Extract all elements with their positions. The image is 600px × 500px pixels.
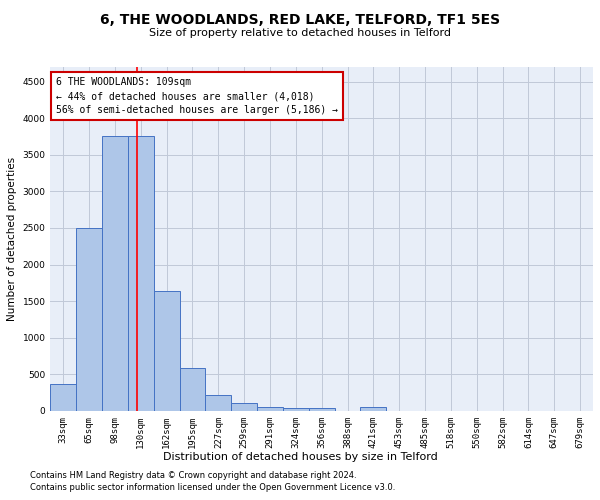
Text: 6 THE WOODLANDS: 109sqm
← 44% of detached houses are smaller (4,018)
56% of semi: 6 THE WOODLANDS: 109sqm ← 44% of detache… [56, 78, 338, 116]
Y-axis label: Number of detached properties: Number of detached properties [7, 157, 17, 321]
Bar [309, 408, 335, 411]
Bar [50, 384, 76, 411]
Text: Distribution of detached houses by size in Telford: Distribution of detached houses by size … [163, 452, 437, 462]
Bar [102, 136, 128, 411]
Bar [361, 406, 386, 411]
Text: Contains HM Land Registry data © Crown copyright and database right 2024.: Contains HM Land Registry data © Crown c… [30, 470, 356, 480]
Bar [179, 368, 205, 411]
Bar [128, 136, 154, 411]
Bar [205, 395, 231, 411]
Bar [76, 228, 102, 411]
Bar [231, 404, 257, 411]
Text: 6, THE WOODLANDS, RED LAKE, TELFORD, TF1 5ES: 6, THE WOODLANDS, RED LAKE, TELFORD, TF1… [100, 12, 500, 26]
Bar [283, 408, 309, 411]
Bar [257, 406, 283, 411]
Text: Size of property relative to detached houses in Telford: Size of property relative to detached ho… [149, 28, 451, 38]
Text: Contains public sector information licensed under the Open Government Licence v3: Contains public sector information licen… [30, 483, 395, 492]
Bar [154, 291, 179, 411]
